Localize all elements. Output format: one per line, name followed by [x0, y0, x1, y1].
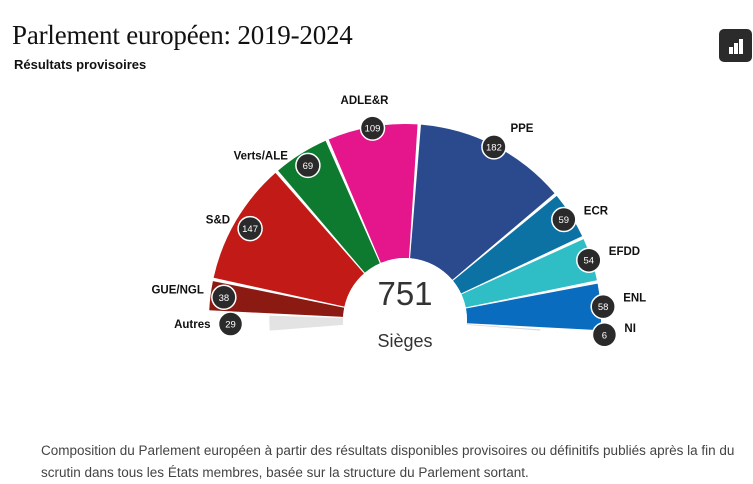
- party-label: NI: [624, 323, 636, 335]
- chart-view-button[interactable]: [719, 29, 752, 62]
- party-label: Autres: [174, 319, 210, 331]
- parliament-chart: 751 Sièges 29 38 147 69 109 182 59 54 58 6 Autres…: [151, 95, 647, 382]
- party-label: Verts/ALE: [234, 150, 289, 162]
- badge-adle-r: [359, 115, 386, 141]
- badge-value: 182: [486, 142, 502, 153]
- slice-ppe: [410, 124, 555, 280]
- badge-efdd: [576, 247, 602, 273]
- total-seats: 751: [377, 275, 432, 312]
- party-label: ECR: [584, 206, 609, 218]
- seats-label: Sièges: [377, 331, 432, 351]
- badge-gue-ngl: [211, 284, 237, 311]
- slice-ni: [466, 324, 541, 331]
- badge-value: 6: [602, 330, 607, 341]
- slice-s-d: [213, 172, 365, 307]
- badge-ecr: [551, 206, 577, 233]
- chart-center-hole: [343, 258, 467, 382]
- slice-autres: [269, 315, 344, 331]
- party-label: S&D: [206, 215, 230, 227]
- party-label: EFDD: [609, 246, 640, 258]
- badge-value: 109: [365, 124, 381, 135]
- chart-labels: Autres GUE/NGL S&D Verts/ALE ADLE&R PPE ECR EFD…: [151, 95, 646, 335]
- party-label: PPE: [510, 123, 533, 135]
- badge-value: 59: [559, 215, 570, 226]
- badge-verts-ale: [295, 152, 321, 179]
- slice-enl: [465, 283, 601, 331]
- slice-gue-ngl: [209, 281, 345, 317]
- party-label: ENL: [623, 293, 646, 305]
- chart-slices: [209, 124, 601, 331]
- badge-value: 58: [598, 302, 609, 313]
- badge-value: 147: [242, 224, 258, 235]
- badge-s-d: [237, 215, 263, 242]
- chart-caption: Composition du Parlement européen à part…: [41, 443, 735, 480]
- party-label: ADLE&R: [341, 95, 390, 107]
- party-label: GUE/NGL: [151, 284, 203, 296]
- badge-value: 38: [219, 293, 230, 304]
- slice-efdd: [461, 239, 597, 308]
- page-title: Parlement européen: 2019-2024: [12, 20, 353, 50]
- slice-adle-r: [328, 124, 418, 263]
- badge-ni: [591, 322, 618, 348]
- page-subtitle: Résultats provisoires: [14, 57, 147, 72]
- chart-badges: 29 38 147 69 109 182 59 54 58 6: [211, 115, 618, 348]
- badge-enl: [590, 293, 616, 320]
- badge-value: 54: [584, 256, 595, 267]
- badge-value: 69: [303, 161, 314, 172]
- badge-ppe: [481, 134, 507, 160]
- badge-autres: [217, 311, 244, 337]
- slice-ecr: [452, 195, 583, 294]
- badge-value: 29: [225, 320, 236, 331]
